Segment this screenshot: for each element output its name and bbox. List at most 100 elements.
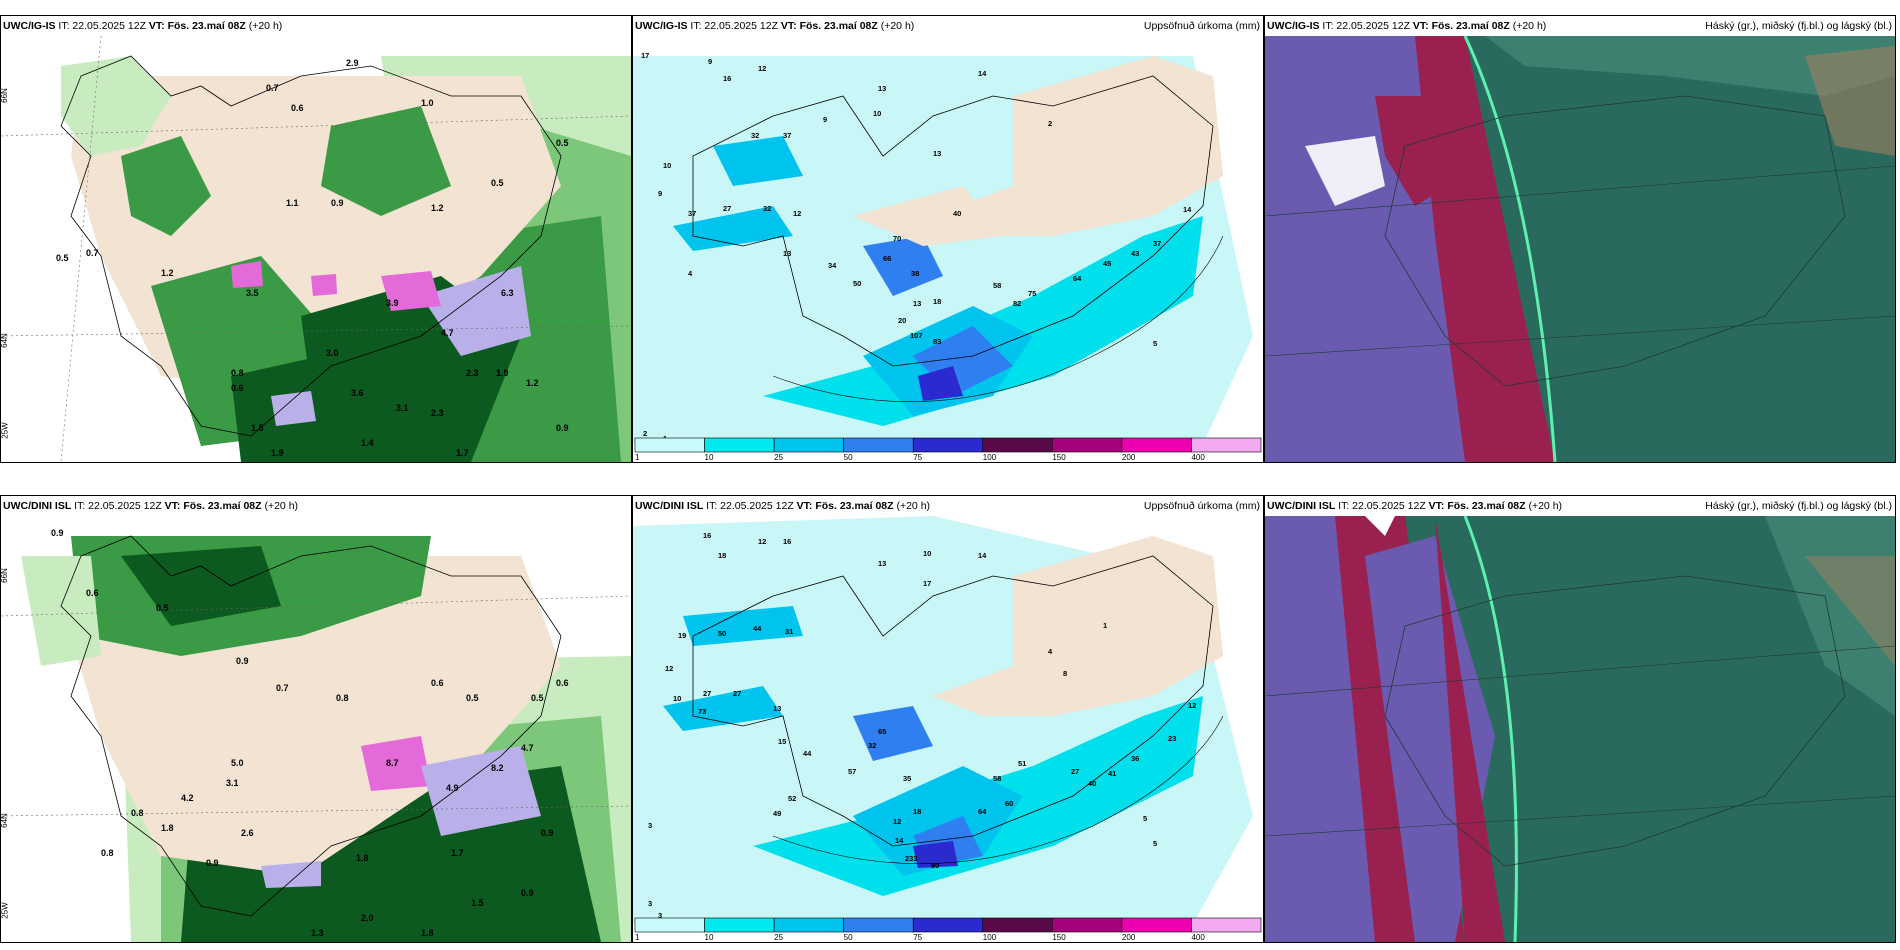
svg-text:16: 16 [783, 537, 791, 546]
svg-text:37: 37 [688, 209, 696, 218]
svg-text:10: 10 [873, 109, 881, 118]
svg-text:0.9: 0.9 [541, 828, 554, 838]
svg-text:0.6: 0.6 [431, 678, 444, 688]
svg-text:60: 60 [1005, 799, 1013, 808]
svg-text:0.6: 0.6 [556, 678, 569, 688]
svg-text:13: 13 [933, 149, 941, 158]
svg-text:1.8: 1.8 [421, 928, 434, 938]
svg-text:12: 12 [665, 664, 673, 673]
colorbar-swatch [843, 437, 914, 453]
colorbar-swatch [1191, 917, 1262, 933]
colorbar-swatch [1052, 437, 1123, 453]
panel-header: UWC/DINI ISL IT: 22.05.2025 12Z VT: Fös.… [635, 500, 1260, 512]
precip-colorbar: 1 10 25 50 75 100 150 200 400 [633, 916, 1263, 942]
svg-text:0.7: 0.7 [266, 83, 279, 93]
svg-text:27: 27 [703, 689, 711, 698]
colorbar-tick-label: 1 [635, 933, 640, 942]
svg-text:6.3: 6.3 [501, 288, 514, 298]
colorbar-swatch [634, 437, 705, 453]
svg-text:1.8: 1.8 [161, 823, 174, 833]
panel-wind-precip-igis: UWC/IG-IS IT: 22.05.2025 12Z VT: Fös. 23… [0, 15, 632, 463]
panel-header: UWC/IG-IS IT: 22.05.2025 12Z VT: Fös. 23… [3, 20, 283, 32]
svg-text:18: 18 [718, 551, 726, 560]
svg-text:27: 27 [1071, 767, 1079, 776]
svg-text:3: 3 [648, 821, 652, 830]
svg-text:57: 57 [848, 767, 856, 776]
svg-text:40: 40 [1088, 779, 1096, 788]
svg-text:3: 3 [648, 899, 652, 908]
panel-clouds-igis: UWC/IG-IS IT: 22.05.2025 12Z VT: Fös. 23… [1264, 15, 1896, 463]
svg-text:37: 37 [783, 131, 791, 140]
cloud-cover-map [1265, 36, 1895, 462]
accum-precip-map: 17 9 16 12 13 14 9 10 10 9 32 37 37 27 32 12 13 34 5… [633, 36, 1263, 444]
svg-text:32: 32 [868, 741, 876, 750]
svg-text:13: 13 [878, 559, 886, 568]
svg-text:64: 64 [978, 807, 987, 816]
svg-text:12: 12 [758, 64, 766, 73]
svg-text:43: 43 [1131, 249, 1139, 258]
svg-text:233: 233 [905, 854, 918, 863]
colorbar-tick-label: 75 [913, 933, 922, 942]
wind-precip-map: 0.90.60.5 0.90.70.8 0.60.5 0.5 0.64.78.2 … [1, 516, 631, 942]
svg-text:4.9: 4.9 [446, 783, 459, 793]
svg-text:2.6: 2.6 [241, 828, 254, 838]
svg-text:65: 65 [878, 727, 886, 736]
svg-text:0.9: 0.9 [521, 888, 534, 898]
cloud-cover-map [1265, 516, 1895, 942]
svg-text:1.5: 1.5 [251, 423, 264, 433]
colorbar-swatches [634, 437, 1262, 453]
svg-text:1.2: 1.2 [526, 378, 539, 388]
colorbar-swatch [1052, 917, 1123, 933]
svg-text:0.5: 0.5 [556, 138, 569, 148]
svg-text:73: 73 [698, 707, 706, 716]
svg-text:0.7: 0.7 [86, 248, 99, 258]
svg-text:1.7: 1.7 [456, 448, 469, 458]
svg-text:19: 19 [678, 631, 686, 640]
colorbar-tick-label: 50 [844, 453, 853, 462]
svg-text:13: 13 [773, 704, 781, 713]
svg-text:2.3: 2.3 [466, 368, 479, 378]
svg-text:2: 2 [1048, 119, 1052, 128]
svg-text:13: 13 [913, 299, 921, 308]
svg-text:82: 82 [1013, 299, 1021, 308]
svg-text:41: 41 [1108, 769, 1116, 778]
lat-label-64n: 64N [0, 333, 9, 348]
colorbar-swatch [982, 437, 1053, 453]
colorbar-swatch [773, 437, 844, 453]
svg-text:0.6: 0.6 [86, 588, 99, 598]
svg-text:0.5: 0.5 [531, 693, 544, 703]
svg-text:64: 64 [1073, 274, 1082, 283]
colorbar-swatch [773, 917, 844, 933]
colorbar-tick-label: 400 [1191, 933, 1205, 942]
svg-text:80: 80 [931, 861, 939, 870]
colorbar-tick-label: 75 [913, 453, 922, 462]
svg-text:75: 75 [1028, 289, 1036, 298]
colorbar-swatch [982, 917, 1053, 933]
svg-text:0.8: 0.8 [231, 368, 244, 378]
panel-wind-precip-dini: UWC/DINI ISL IT: 22.05.2025 12Z VT: Fös.… [0, 495, 632, 943]
svg-text:1.1: 1.1 [286, 198, 299, 208]
colorbar-tick-label: 25 [774, 933, 783, 942]
svg-text:4.7: 4.7 [521, 743, 534, 753]
lat-label-64n: 64N [0, 813, 9, 828]
svg-text:50: 50 [718, 629, 726, 638]
lat-label-66n: 66N [0, 88, 9, 103]
svg-text:70: 70 [893, 234, 901, 243]
svg-text:1.8: 1.8 [356, 853, 369, 863]
svg-text:27: 27 [733, 689, 741, 698]
panel-accum-precip-dini: UWC/DINI ISL IT: 22.05.2025 12Z VT: Fös.… [632, 495, 1264, 943]
colorbar-tick-label: 200 [1122, 453, 1136, 462]
svg-text:0.6: 0.6 [231, 383, 244, 393]
lat-label-66n: 66N [0, 568, 9, 583]
svg-text:17: 17 [923, 579, 931, 588]
svg-text:32: 32 [763, 204, 771, 213]
svg-text:44: 44 [753, 624, 762, 633]
svg-text:44: 44 [803, 749, 812, 758]
svg-text:5: 5 [1153, 839, 1157, 848]
svg-text:0.9: 0.9 [236, 656, 249, 666]
lon-label-25w: 25W [0, 422, 10, 439]
svg-text:3.9: 3.9 [386, 298, 399, 308]
svg-text:16: 16 [723, 74, 731, 83]
svg-text:15: 15 [778, 737, 786, 746]
svg-text:12: 12 [758, 537, 766, 546]
